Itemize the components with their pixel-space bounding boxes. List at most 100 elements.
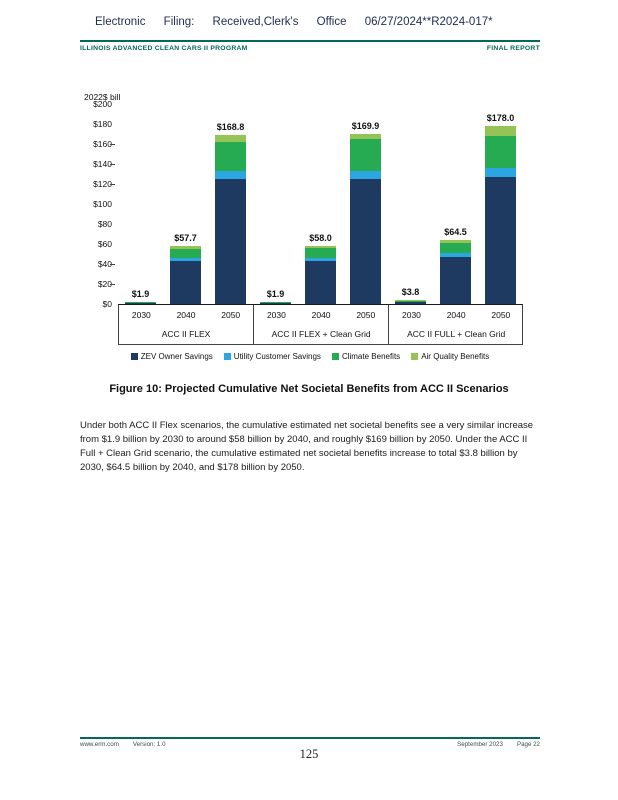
bar-2050: $168.8	[208, 104, 253, 304]
y-tick-label: $200	[93, 98, 112, 109]
year-row: 2030 2040 2050	[389, 305, 523, 324]
y-tick-label: $180	[93, 118, 112, 129]
legend-label: Climate Benefits	[341, 352, 401, 361]
segment-climate-benefits	[125, 302, 156, 303]
plot-area: $200 $180 $160 $140 $120 $100 $80 $60 $40 $20 $0 $1…	[93, 99, 523, 308]
legend-swatch-icon	[331, 353, 339, 360]
scenario-label: ACC II FLEX	[161, 329, 211, 339]
program-title: ILLINOIS ADVANCED CLEAN CARS II PROGRAM	[80, 45, 248, 52]
segment-utility-customer-savings	[440, 253, 471, 257]
y-tick-label: $160	[93, 138, 112, 149]
footer-rule	[80, 737, 540, 739]
legend-swatch-icon	[223, 353, 231, 360]
segment-air-quality-benefits	[305, 246, 336, 249]
plot-wrap: $200 $180 $160 $140 $120 $100 $80 $60 $40 $20 $0 $1…	[93, 99, 523, 308]
figure-caption: Figure 10: Projected Cumulative Net Soci…	[109, 383, 509, 395]
y-tick-label: $120	[93, 178, 112, 189]
year-label: 2050	[221, 309, 241, 320]
legend-item-air-quality-benefits: Air Quality Benefits	[411, 352, 489, 361]
legend-label: ZEV Owner Savings	[140, 352, 213, 361]
footer-page-label: Page 22	[516, 741, 540, 748]
bar-group-acc-ii-full-clean-grid: $3.8 $64.5 $178.0	[388, 104, 523, 304]
bar-stack	[440, 239, 471, 304]
bar-total-label: $58.0	[309, 233, 332, 244]
legend-item-zev-owner-savings: ZEV Owner Savings	[130, 352, 213, 361]
header-rule	[80, 40, 540, 42]
legend-label: Utility Customer Savings	[233, 352, 321, 361]
legend-label: Air Quality Benefits	[421, 352, 490, 361]
bar-stack	[305, 246, 336, 304]
bar-total-label: $3.8	[401, 287, 420, 298]
segment-utility-customer-savings	[350, 171, 381, 179]
segment-utility-customer-savings	[485, 167, 516, 177]
bar-stack	[260, 302, 291, 304]
category-axis: 2030 2040 2050 ACC II FLEX 2030 2040 2050 ACC I…	[118, 305, 523, 345]
segment-climate-benefits	[395, 300, 426, 302]
category-group-acc-ii-flex-clean-grid: 2030 2040 2050 ACC II FLEX + Clean Grid	[254, 305, 390, 344]
segment-zev-owner-savings	[485, 176, 516, 304]
segment-utility-customer-savings	[305, 257, 336, 261]
segment-zev-owner-savings	[215, 179, 246, 304]
y-tick-mark	[110, 283, 115, 285]
year-label: 2030	[402, 309, 421, 320]
bar-group-acc-ii-flex: $1.9 $57.7 $168.8	[118, 104, 253, 304]
y-axis-title: 2022$ bill	[84, 92, 121, 102]
scenario-label: ACC II FULL + Clean Grid	[407, 329, 506, 339]
year-row: 2030 2040 2050	[254, 305, 388, 324]
year-label: 2050	[491, 309, 511, 320]
bar-group-acc-ii-flex-clean-grid: $1.9 $58.0 $169.9	[253, 104, 388, 304]
bar-2030: $3.8	[388, 104, 433, 304]
segment-air-quality-benefits	[440, 239, 471, 243]
segment-air-quality-benefits	[215, 135, 246, 143]
footer-site: www.erm.com	[80, 741, 119, 748]
category-group-acc-ii-full-clean-grid: 2030 2040 2050 ACC II FULL + Clean Grid	[389, 305, 523, 344]
bar-groups: $1.9 $57.7 $168.8 $1.9 $58.0 $169.9 $3.8 $64.5 $…	[118, 104, 523, 304]
segment-climate-benefits	[485, 136, 516, 168]
footer-date: September 2023	[457, 741, 503, 748]
legend-swatch-icon	[130, 353, 138, 360]
year-label: 2050	[356, 309, 376, 320]
page-header: ILLINOIS ADVANCED CLEAN CARS II PROGRAM …	[80, 45, 540, 52]
bar-2030: $1.9	[253, 104, 298, 304]
footer-version: Version: 1.0	[132, 741, 166, 748]
segment-zev-owner-savings	[440, 257, 471, 304]
year-label: 2040	[176, 309, 196, 320]
segment-climate-benefits	[170, 248, 201, 258]
y-tick-label: $20	[97, 278, 112, 289]
segment-air-quality-benefits	[170, 246, 201, 249]
y-tick-mark	[110, 163, 115, 165]
segment-zev-owner-savings	[395, 301, 426, 304]
legend-item-climate-benefits: Climate Benefits	[331, 352, 401, 361]
y-tick-label: $0	[102, 298, 112, 309]
bar-total-label: $1.9	[266, 289, 285, 300]
y-tick-label: $80	[97, 218, 112, 229]
bar-total-label: $57.7	[174, 233, 197, 244]
report-label: FINAL REPORT	[486, 45, 540, 52]
year-label: 2040	[446, 309, 466, 320]
bar-total-label: $168.8	[216, 122, 245, 133]
segment-climate-benefits	[305, 248, 336, 258]
bar-total-label: $64.5	[444, 226, 467, 237]
year-label: 2030	[266, 309, 286, 320]
bar-total-label: $178.0	[486, 113, 515, 123]
segment-zev-owner-savings	[260, 303, 291, 304]
bar-stack	[170, 246, 201, 304]
bar-total-label: $1.9	[131, 289, 150, 300]
figure-10-chart: 2022$ bill $200 $180 $160 $140 $120 $100 $80 $6…	[80, 92, 540, 361]
bar-2050: $178.0	[478, 104, 523, 304]
bar-stack	[125, 302, 156, 304]
bar-total-label: $169.9	[351, 121, 380, 132]
segment-zev-owner-savings	[350, 179, 381, 304]
bar-2050: $169.9	[343, 104, 388, 304]
filing-stamp: Electronic Filing: Received,Clerk's Offi…	[95, 16, 493, 28]
page-number: 125	[299, 747, 319, 761]
segment-air-quality-benefits	[350, 134, 381, 140]
segment-climate-benefits	[440, 242, 471, 253]
chart-legend: ZEV Owner Savings Utility Customer Saving…	[80, 352, 540, 361]
scenario-label: ACC II FLEX + Clean Grid	[271, 329, 371, 339]
segment-zev-owner-savings	[305, 261, 336, 304]
segment-utility-customer-savings	[170, 258, 201, 261]
segment-climate-benefits	[260, 302, 291, 303]
bar-stack	[395, 300, 426, 304]
